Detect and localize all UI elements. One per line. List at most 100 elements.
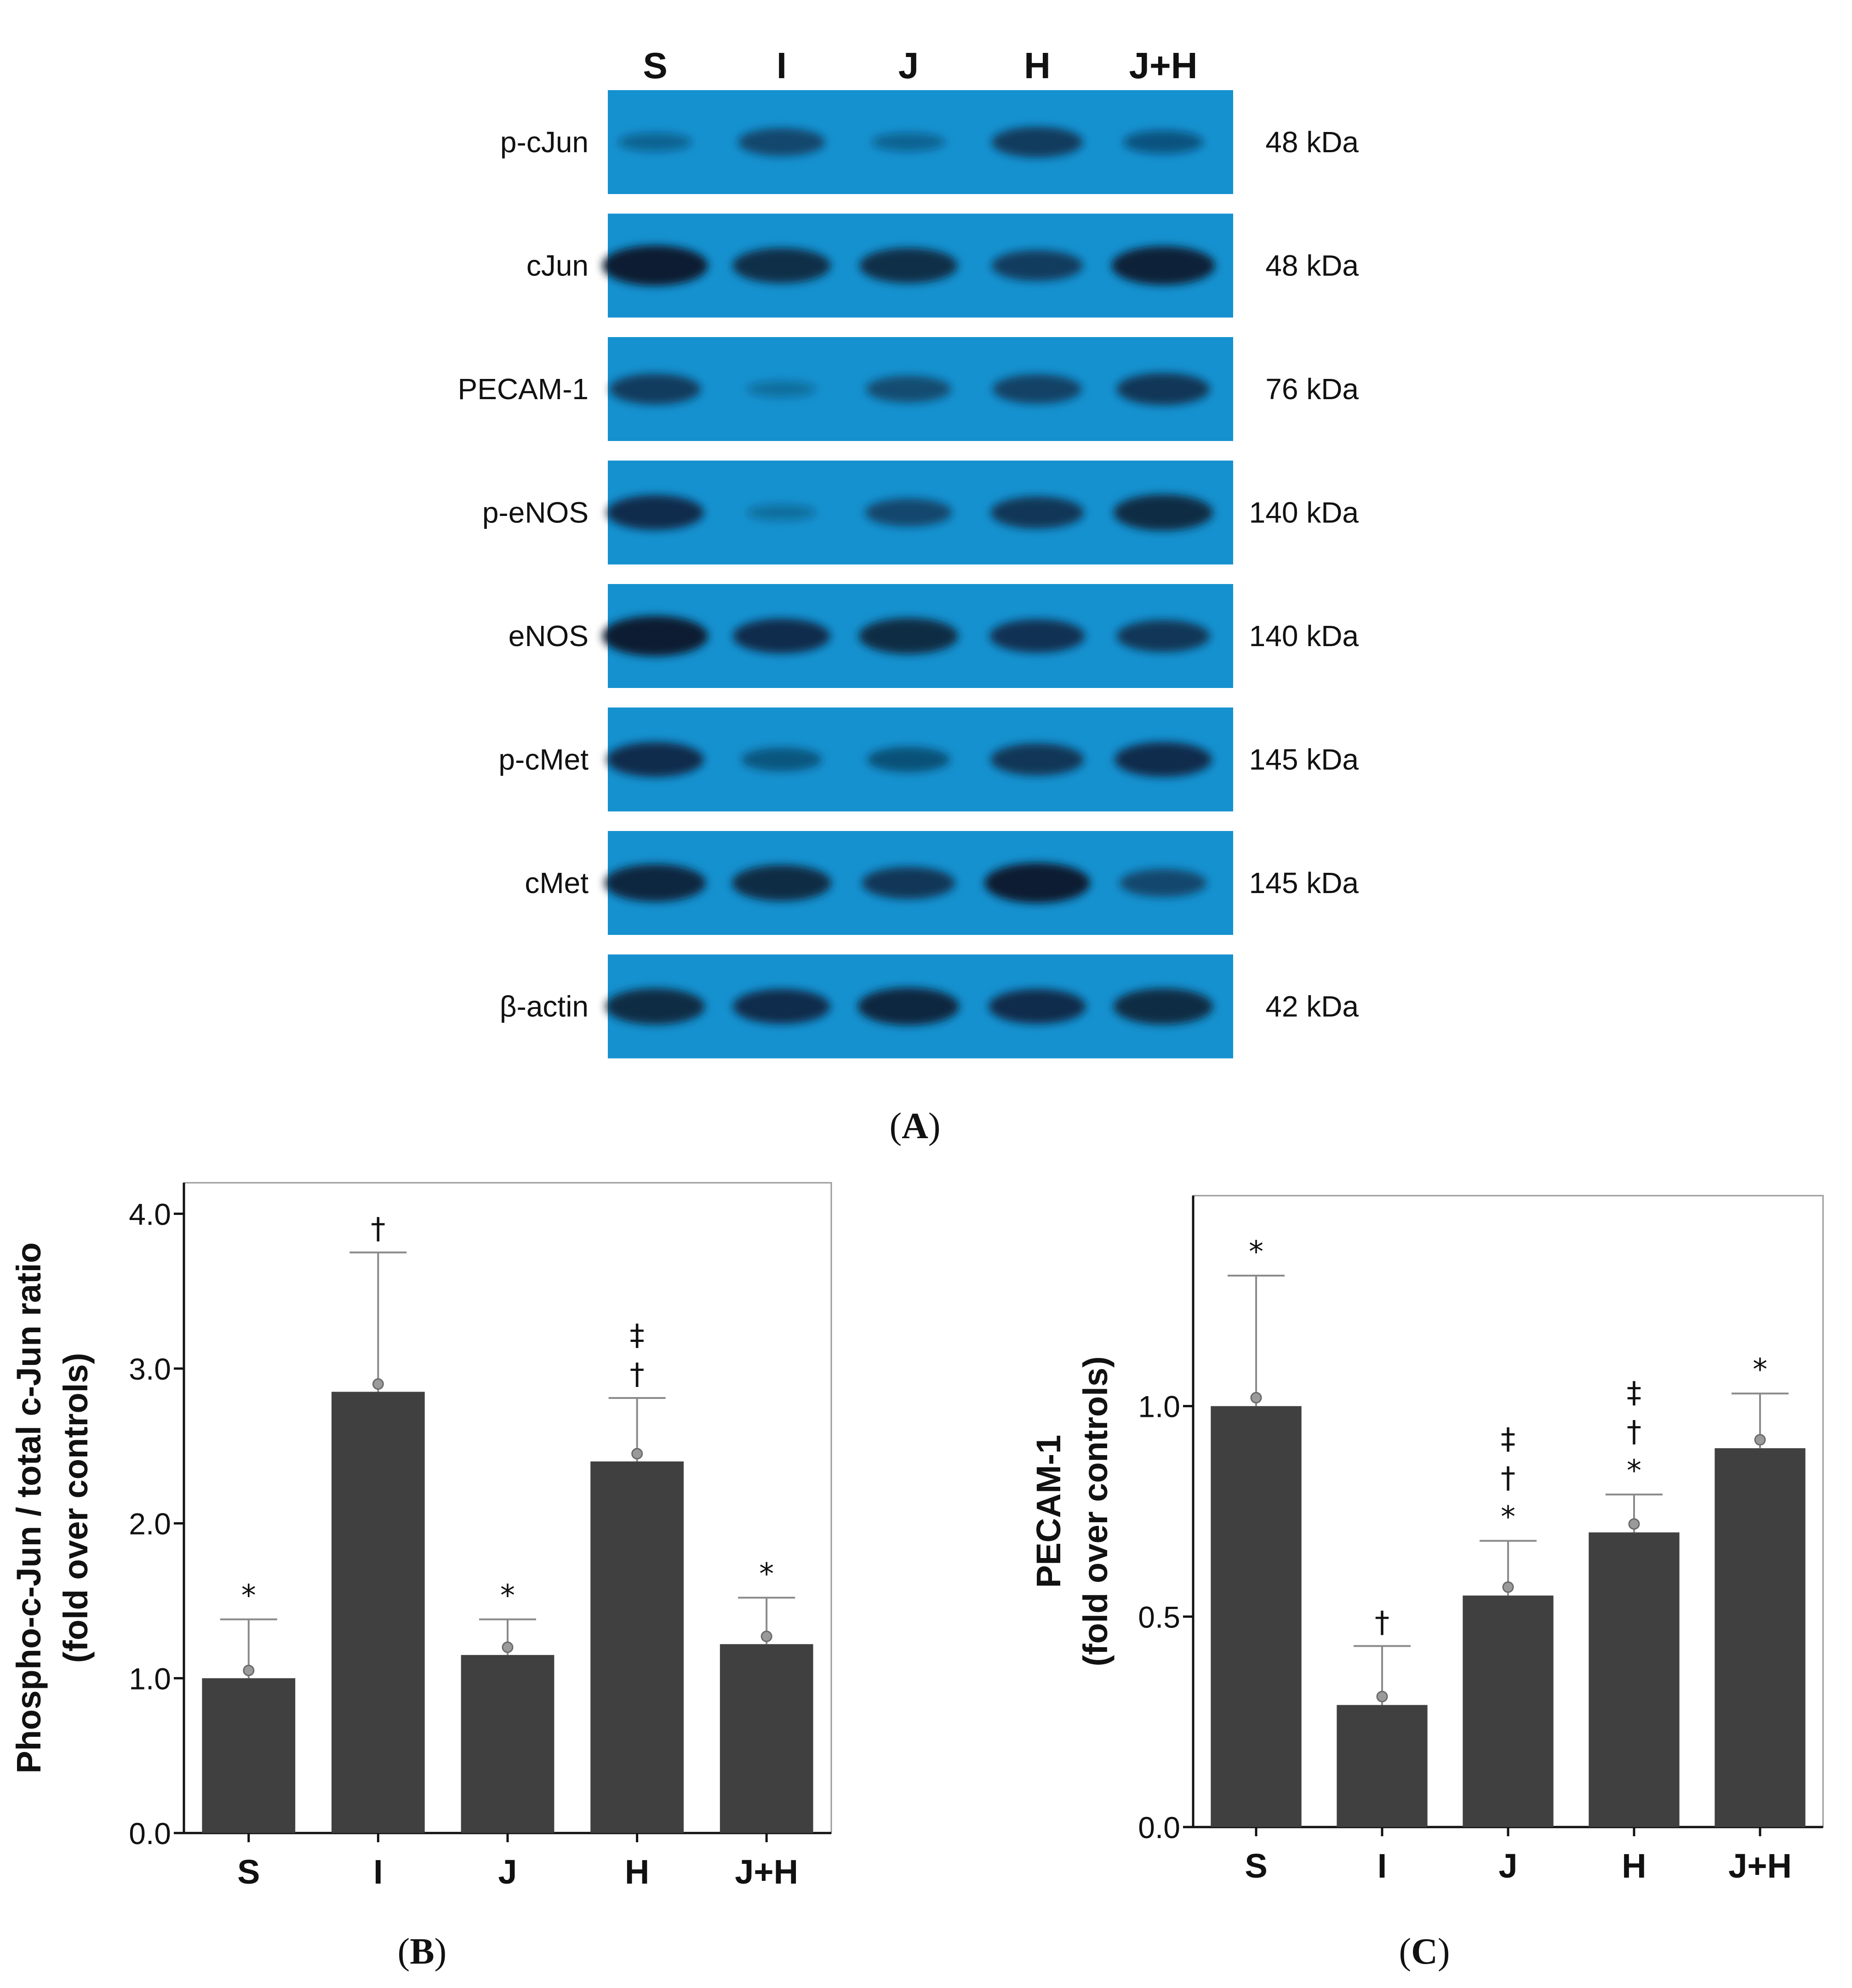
bar xyxy=(332,1392,425,1833)
western-blot-panel: S I J H J+H p-cJun 48 kDa cJun 48 kDa PECAM-1 76 k… xyxy=(458,45,1359,1059)
lane-header: I xyxy=(777,45,787,86)
blot-band xyxy=(606,742,704,777)
data-point xyxy=(631,1448,643,1460)
blot-band xyxy=(1113,988,1213,1025)
blot-band xyxy=(984,863,1090,903)
blot-band xyxy=(991,126,1083,158)
blot-band xyxy=(1120,869,1207,897)
blot-band xyxy=(747,381,817,397)
significance-mark: * xyxy=(1627,1454,1641,1488)
blot-band xyxy=(862,867,955,899)
bar xyxy=(1337,1705,1428,1827)
x-category-label: S xyxy=(237,1853,260,1891)
y-axis-label: Phospho-c-Jun / total c-Jun ratio xyxy=(10,1242,48,1773)
blot-band xyxy=(605,988,705,1025)
blot-row-label: cMet xyxy=(525,866,589,899)
significance-mark: ‡ xyxy=(630,1318,645,1352)
significance-mark: * xyxy=(759,1557,774,1591)
blot-band xyxy=(1113,494,1213,531)
blot-band xyxy=(602,616,708,656)
blot-band xyxy=(858,618,959,654)
significance-mark: * xyxy=(500,1579,515,1613)
data-point xyxy=(1376,1690,1388,1702)
blot-band xyxy=(747,504,817,521)
significance-mark: † xyxy=(630,1358,645,1392)
blot-band xyxy=(866,376,951,402)
bar xyxy=(1463,1595,1554,1827)
significance-mark: * xyxy=(1753,1353,1767,1387)
data-point xyxy=(243,1665,255,1676)
blot-band xyxy=(867,747,950,772)
blot-band xyxy=(733,989,830,1024)
blot-row-label: p-cMet xyxy=(498,743,589,776)
blot-row-label: β-actin xyxy=(500,990,589,1023)
significance-mark: † xyxy=(1501,1461,1515,1495)
blot-band xyxy=(1116,620,1210,652)
significance-mark: * xyxy=(241,1579,256,1613)
y-tick-label: 2.0 xyxy=(129,1507,171,1541)
blot-band xyxy=(609,373,701,405)
y-tick-label: 0.5 xyxy=(1138,1600,1180,1634)
x-category-label: I xyxy=(1378,1847,1387,1885)
data-point xyxy=(1754,1434,1766,1446)
blot-band xyxy=(1115,742,1212,777)
x-category-label: S xyxy=(1245,1847,1267,1885)
x-category-label: J+H xyxy=(1728,1847,1792,1885)
panel-a-caption: (A) xyxy=(889,1106,940,1146)
bar xyxy=(202,1678,296,1833)
significance-mark: † xyxy=(1375,1605,1389,1639)
significance-mark: ‡ xyxy=(1501,1422,1515,1456)
x-category-label: H xyxy=(1622,1847,1646,1885)
x-category-label: I xyxy=(373,1853,383,1891)
x-category-label: J xyxy=(498,1853,517,1891)
blot-row-size: 145 kDa xyxy=(1249,866,1359,899)
blot-band xyxy=(741,747,822,772)
significance-mark: † xyxy=(1627,1415,1641,1449)
lane-header: H xyxy=(1024,45,1051,86)
blot-row-size: 145 kDa xyxy=(1249,743,1359,776)
blot-band xyxy=(604,864,706,902)
blot-band xyxy=(732,865,832,901)
blot-row-size: 140 kDa xyxy=(1249,496,1359,529)
blot-band xyxy=(989,619,1085,653)
lane-header: J+H xyxy=(1129,45,1198,86)
blot-row-size: 42 kDa xyxy=(1265,990,1359,1023)
panel-c-caption: (C) xyxy=(1399,1931,1450,1972)
blot-band xyxy=(606,495,704,530)
y-axis-label-sub: (fold over controls) xyxy=(1076,1356,1115,1666)
blot-band xyxy=(990,496,1084,529)
blot-row-label: PECAM-1 xyxy=(458,372,589,406)
blot-band xyxy=(732,247,831,284)
chart-b-phospho-cjun: 0.0 1.0 2.0 3.0 4.0 Phospho-c-Jun / total c-J… xyxy=(10,1182,832,1891)
bar xyxy=(1589,1532,1680,1827)
blot-band xyxy=(993,374,1082,404)
data-point xyxy=(1628,1518,1640,1530)
blot-band xyxy=(989,989,1086,1024)
blot-row-size: 48 kDa xyxy=(1265,249,1359,282)
blot-band xyxy=(991,250,1083,281)
blot-band xyxy=(1111,246,1215,285)
panel-b-caption: (B) xyxy=(398,1931,447,1972)
blot-band xyxy=(618,132,692,152)
y-axis-label: PECAM-1 xyxy=(1029,1435,1068,1588)
x-category-label: J xyxy=(1498,1847,1517,1885)
lane-header: J xyxy=(898,45,919,86)
data-point xyxy=(1502,1581,1514,1593)
y-tick-label: 1.0 xyxy=(1138,1390,1180,1424)
chart-c-pecam1: 0.0 0.5 1.0 PECAM-1 (fold over controls) * S † I… xyxy=(1029,1195,1824,1885)
significance-mark: * xyxy=(1501,1501,1515,1535)
significance-mark: * xyxy=(1249,1235,1263,1269)
x-category-label: J+H xyxy=(735,1853,798,1891)
data-point xyxy=(502,1641,514,1653)
blot-row-label: cJun xyxy=(526,249,589,282)
bar xyxy=(1715,1448,1806,1827)
y-tick-label: 0.0 xyxy=(129,1816,171,1851)
blot-band xyxy=(738,128,825,156)
blot-row-label: p-cJun xyxy=(500,126,589,159)
data-point xyxy=(1250,1392,1262,1404)
blot-band xyxy=(602,245,708,286)
y-tick-label: 4.0 xyxy=(129,1197,171,1231)
blot-band xyxy=(857,987,960,1026)
bar xyxy=(461,1655,554,1833)
